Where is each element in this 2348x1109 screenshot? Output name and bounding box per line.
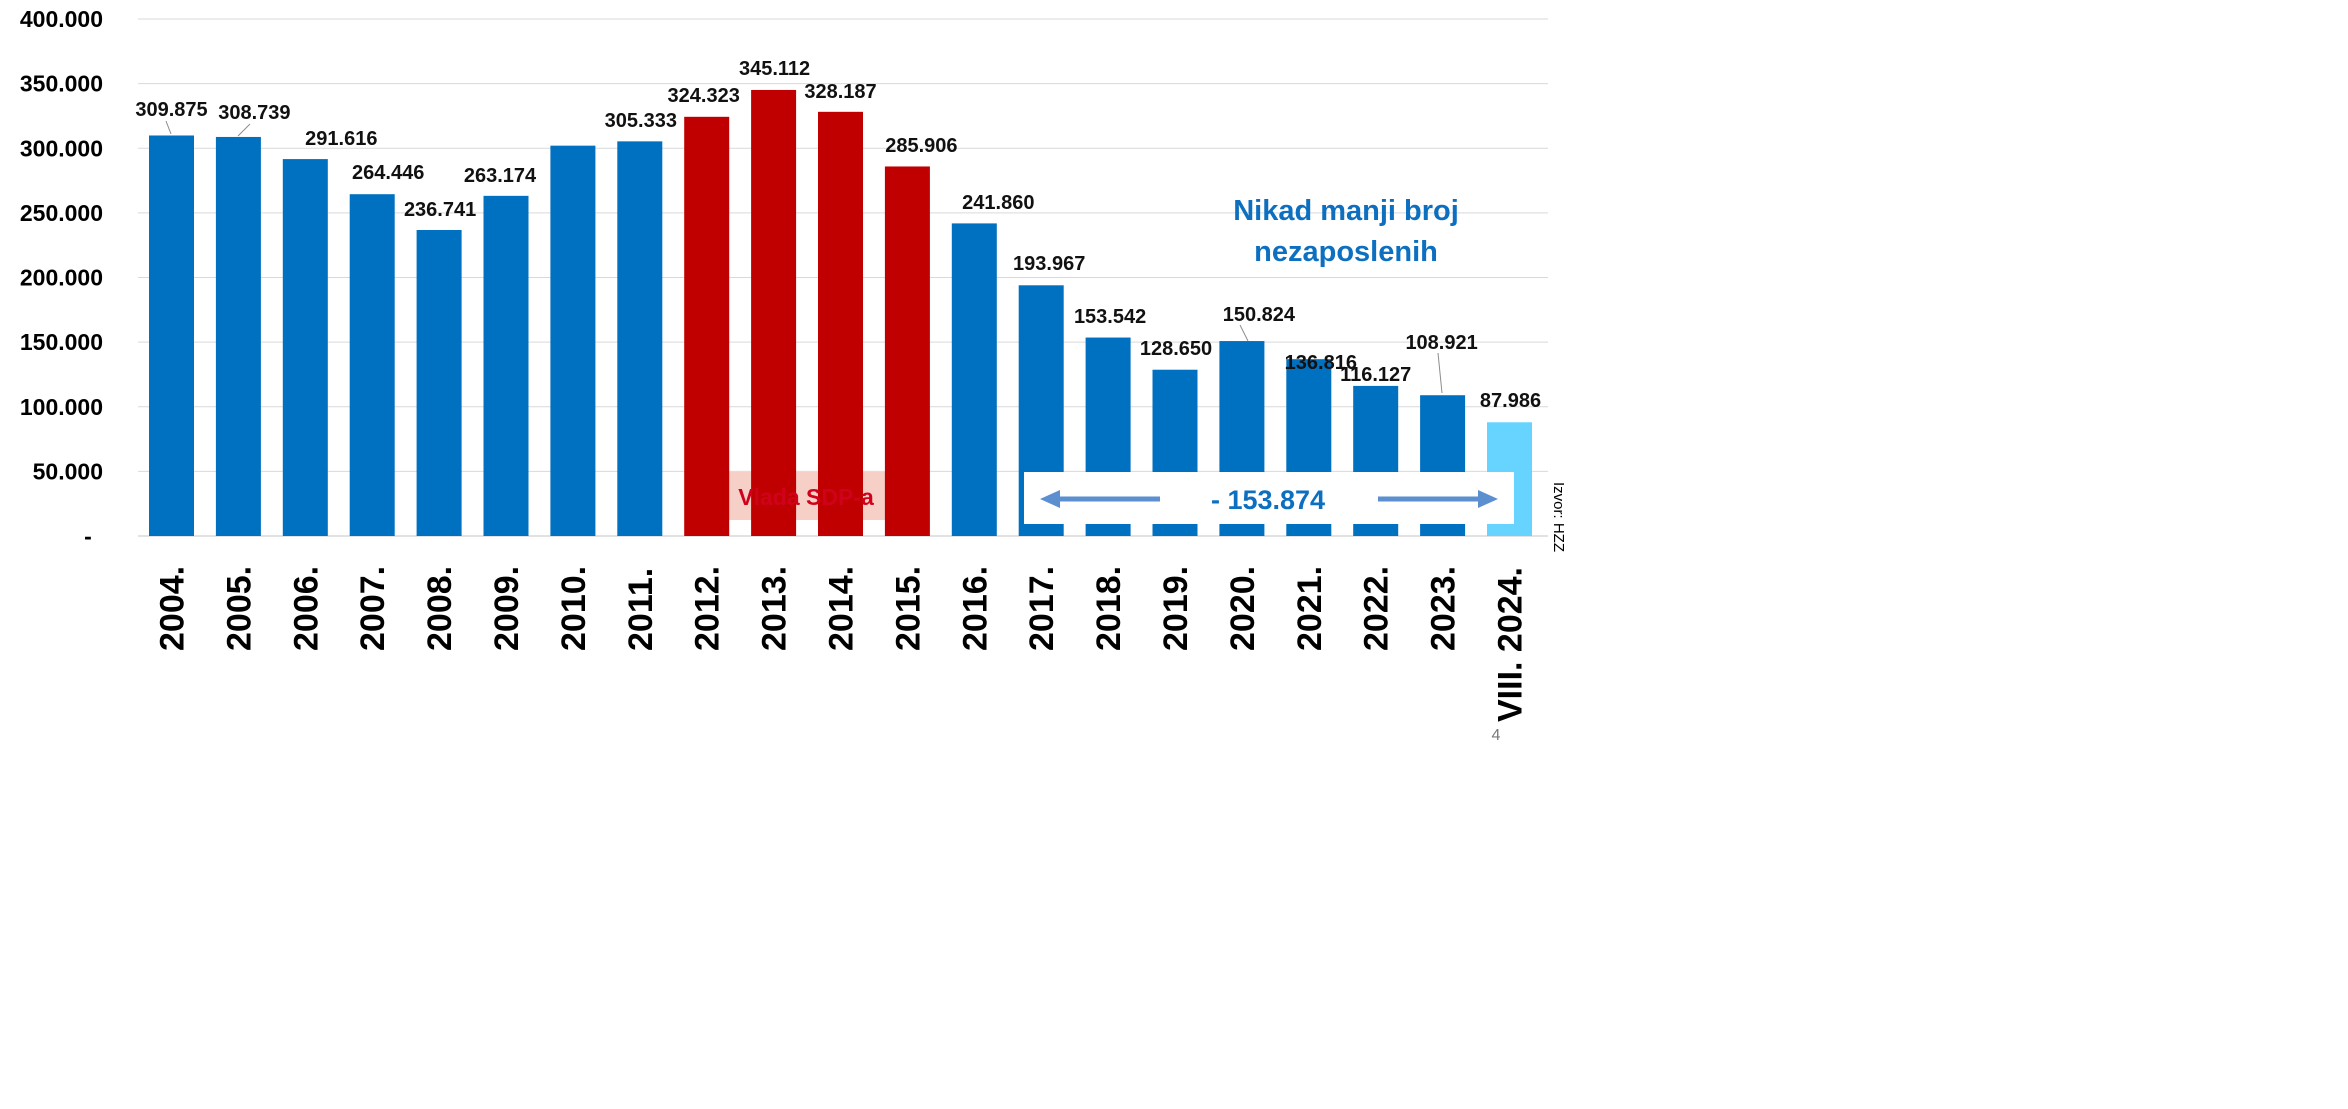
data-label: 305.333: [605, 110, 677, 132]
y-tick-label: 200.000: [20, 265, 103, 291]
x-tick-label: 2011.: [622, 568, 660, 651]
unemployment-bar-chart: 400.000 350.000 300.000 250.000 200.000 150.0…: [20, 6, 1567, 743]
x-axis-labels: 2004. 2005. 2006. 2007. 2008. 2009. 2010. 2011.…: [154, 566, 1530, 722]
x-tick-label: 2019.: [1157, 566, 1195, 651]
x-tick-label: 2009.: [488, 566, 526, 651]
x-tick-label: 2014.: [823, 566, 861, 651]
data-label: 108.921: [1405, 332, 1477, 354]
data-label: 150.824: [1223, 304, 1296, 326]
bar-2006: [282, 159, 328, 537]
data-label: 128.650: [1140, 338, 1212, 360]
left-arrow-icon: [1040, 490, 1160, 508]
x-tick-label: 2007.: [354, 566, 392, 651]
data-label: 309.875: [135, 99, 207, 121]
x-tick-label: 2006.: [287, 566, 325, 651]
government-label: Vlada SDP-a: [738, 484, 874, 510]
bar-2013: [751, 89, 797, 536]
y-tick-label: 250.000: [20, 200, 103, 226]
leader-line: [165, 120, 172, 135]
bar-2004: [149, 135, 194, 536]
x-tick-label: 2020.: [1224, 566, 1262, 651]
y-axis: 400.000 350.000 300.000 250.000 200.000 150.0…: [20, 6, 103, 549]
y-tick-label: 400.000: [20, 6, 103, 32]
bar-2011: [617, 141, 663, 536]
x-tick-label: 2017.: [1023, 566, 1061, 651]
bar-2015: [884, 166, 930, 536]
x-tick-label: 2008.: [421, 566, 459, 651]
right-arrow-icon: [1378, 490, 1498, 508]
data-label: 324.323: [668, 85, 740, 107]
data-label: 136.816: [1285, 352, 1357, 374]
data-label: 193.967: [1013, 253, 1085, 275]
x-tick-label: 2005.: [220, 566, 258, 651]
x-tick-label: 2013.: [756, 566, 794, 651]
x-tick-label: 2010.: [555, 566, 593, 651]
annotation-layer-front: Vlada SDP-a - 153.874 Nikad manji broj n…: [738, 195, 1567, 743]
x-tick-label: 2012.: [689, 566, 727, 651]
x-tick-label: 2018.: [1090, 566, 1128, 651]
data-label: 153.542: [1074, 306, 1146, 328]
y-tick-label: -: [84, 523, 92, 549]
data-label: 345.112: [739, 58, 810, 80]
bar-2008: [416, 230, 462, 536]
x-tick-label: 2004.: [154, 566, 192, 651]
bar-2016: [951, 223, 997, 537]
bar-2012: [684, 116, 730, 536]
x-tick-label: 2022.: [1358, 566, 1396, 651]
leader-line: [237, 123, 251, 137]
y-tick-label: 50.000: [33, 458, 103, 484]
data-label: 291.616: [305, 128, 377, 150]
data-label: 263.174: [464, 165, 537, 187]
y-tick-label: 100.000: [20, 394, 103, 420]
data-labels: 309.875 308.739 291.616 264.446 236.741 263.1…: [135, 58, 1541, 412]
x-tick-label: 2016.: [956, 566, 994, 651]
y-tick-label: 150.000: [20, 329, 103, 355]
y-tick-label: 350.000: [20, 71, 103, 97]
bar-2014: [818, 111, 863, 537]
headline-line-2: nezaposlenih: [1254, 236, 1438, 268]
bar-2009: [483, 195, 529, 537]
bar-2005: [215, 136, 261, 537]
y-tick-label: 300.000: [20, 135, 103, 161]
data-label: 328.187: [804, 81, 876, 103]
headline-line-1: Nikad manji broj: [1233, 195, 1459, 227]
page-number: 4: [1492, 727, 1501, 743]
bars: [149, 89, 1532, 537]
data-label: 308.739: [218, 102, 290, 124]
leader-line: [1239, 324, 1249, 342]
x-tick-label: 2023.: [1425, 566, 1463, 651]
data-label: 236.741: [404, 199, 476, 221]
data-label: 116.127: [1340, 364, 1411, 386]
bar-2010: [550, 145, 596, 537]
x-tick-label: 2015.: [889, 566, 927, 651]
difference-label: - 153.874: [1211, 485, 1325, 515]
x-tick-label: 2021.: [1291, 566, 1329, 651]
x-tick-label: VIII. 2024.: [1492, 567, 1530, 722]
source-label: Izvor: HZZ: [1550, 482, 1567, 552]
data-label: 264.446: [352, 162, 424, 184]
data-label: 285.906: [885, 135, 957, 157]
bar-2007: [349, 194, 395, 536]
data-label: 241.860: [962, 192, 1034, 214]
label-leader-lines: [165, 120, 1443, 394]
leader-line: [1437, 352, 1443, 394]
data-label: 87.986: [1480, 390, 1541, 412]
